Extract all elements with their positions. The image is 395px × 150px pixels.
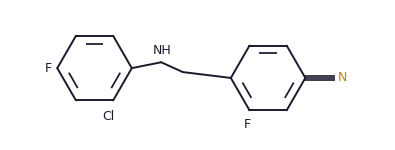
Text: NH: NH (153, 44, 171, 57)
Text: F: F (44, 62, 51, 75)
Text: F: F (244, 118, 251, 131)
Text: Cl: Cl (102, 110, 115, 123)
Text: N: N (338, 71, 347, 84)
